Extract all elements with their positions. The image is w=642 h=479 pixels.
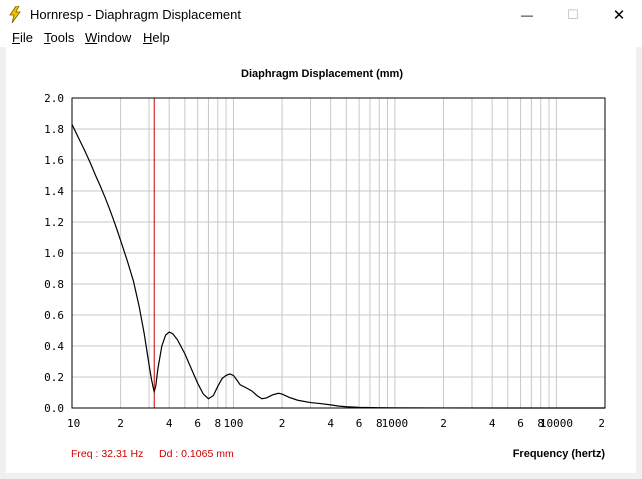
y-tick-label: 1.0 [44,247,64,260]
menu-bar: File Tools Window Help [0,29,642,47]
menu-tools[interactable]: Tools [44,30,75,45]
y-tick-label: 1.4 [44,185,64,198]
window-border-right [636,47,642,479]
close-icon: ✕ [612,6,626,24]
window-border-bottom [0,473,642,479]
x-tick-label: 6 [356,417,363,430]
y-tick-label: 0.6 [44,309,64,322]
x-tick-label: 2 [279,417,286,430]
menu-help[interactable]: Help [143,30,170,45]
y-tick-label: 0.2 [44,371,64,384]
y-tick-label: 0.8 [44,278,64,291]
maximize-button[interactable]: ☐ [550,0,596,29]
x-tick-label: 4 [327,417,334,430]
maximize-icon: ☐ [567,6,579,22]
window-title: Hornresp - Diaphragm Displacement [30,7,241,22]
minimize-icon: — [521,7,533,22]
displacement-chart[interactable]: Diaphragm Displacement (mm) 2.0 1.8 1.6 1.4… [6,47,636,473]
status-displacement: Dd : 0.1065 mm [159,448,234,460]
plot-frame [71,97,606,409]
chart-area[interactable]: Diaphragm Displacement (mm) 2.0 1.8 1.6 1.4… [6,47,636,473]
x-tick-label: 6 [194,417,201,430]
x-tick-label: 6 [517,417,524,430]
x-tick-label: 2 [598,417,605,430]
x-tick-label: 100 [224,417,244,430]
x-tick-label: 8 [215,417,222,430]
y-tick-label: 1.6 [44,154,64,167]
status-frequency: Freq : 32.31 Hz [71,448,143,460]
hornresp-lightning-icon [9,6,21,23]
x-tick-label: 8 [376,417,383,430]
y-tick-label: 0.0 [44,402,64,415]
y-tick-label: 0.4 [44,340,64,353]
x-tick-label: 10 [67,417,80,430]
x-tick-label: 2 [117,417,124,430]
x-tick-label: 10000 [540,417,573,430]
menu-window[interactable]: Window [85,30,132,45]
y-tick-label: 1.2 [44,216,64,229]
window-border-left [0,47,6,479]
x-tick-label: 8 [537,417,544,430]
x-tick-label: 2 [440,417,447,430]
y-tick-label: 1.8 [44,123,64,136]
x-tick-label: 4 [489,417,496,430]
y-tick-label: 2.0 [44,92,64,105]
x-tick-label: 1000 [382,417,409,430]
y-axis-ticks: 2.0 1.8 1.6 1.4 1.2 1.0 0.8 0.6 0.4 0.2 0.0 [44,92,64,415]
x-tick-label: 4 [166,417,173,430]
chart-grid [72,98,605,408]
menu-file[interactable]: File [12,30,33,45]
minimize-button[interactable]: — [504,0,550,29]
x-axis-label: Frequency (hertz) [513,448,606,460]
close-button[interactable]: ✕ [596,0,642,29]
title-bar[interactable]: Hornresp - Diaphragm Displacement — ☐ ✕ [0,0,642,29]
displacement-curve [71,124,606,409]
chart-title: Diaphragm Displacement (mm) [241,68,403,80]
